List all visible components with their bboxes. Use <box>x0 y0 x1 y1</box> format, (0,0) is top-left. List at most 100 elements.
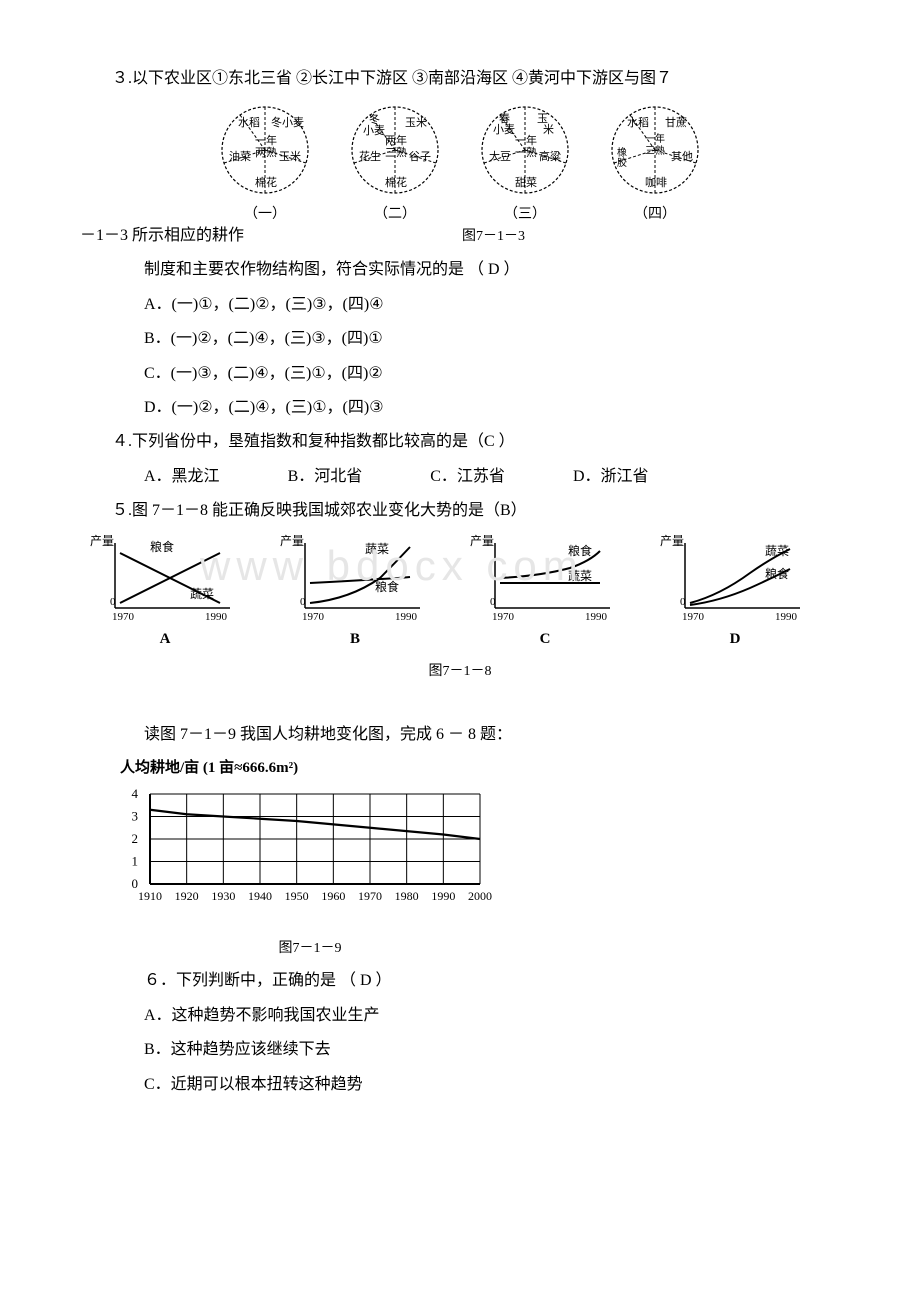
svg-text:2000: 2000 <box>468 889 492 903</box>
svg-text:一年: 一年 <box>515 133 537 147</box>
line-chart-svg: 0123419101920193019401950196019701980199… <box>120 784 520 924</box>
svg-text:蔬菜: 蔬菜 <box>190 587 214 601</box>
svg-text:麦: 麦 <box>504 123 515 136</box>
pie-2-svg: 冬 小 麦 玉米 花生 谷子 棉花 两年 三熟 <box>345 100 445 200</box>
q6-intro: 读图 7－1－9 我国人均耕地变化图，完成 6 － 8 题： <box>80 720 840 750</box>
q5-stem: ５.图 7－1－8 能正确反映我国城郊农业变化大势的是（B） <box>80 496 840 526</box>
svg-text:甘蔗: 甘蔗 <box>665 116 687 129</box>
svg-text:3: 3 <box>132 809 139 824</box>
svg-text:谷子: 谷子 <box>409 150 431 163</box>
trend-c: 产量 粮食 蔬菜 0 1970 1990 C <box>470 533 620 654</box>
svg-text:0: 0 <box>110 596 116 608</box>
svg-text:0: 0 <box>680 596 686 608</box>
svg-text:1990: 1990 <box>205 611 228 623</box>
svg-text:0: 0 <box>300 596 306 608</box>
svg-text:其他: 其他 <box>671 150 693 163</box>
svg-text:粮食: 粮食 <box>765 566 789 581</box>
svg-text:两年: 两年 <box>385 133 407 147</box>
svg-text:冬小麦: 冬小麦 <box>271 115 304 129</box>
svg-text:1990: 1990 <box>585 611 608 623</box>
q4-stem: ４.下列省份中，垦殖指数和复种指数都比较高的是（C ） <box>80 427 840 457</box>
svg-text:1990: 1990 <box>431 889 455 903</box>
svg-text:水稻: 水稻 <box>627 116 649 129</box>
svg-text:1970: 1970 <box>112 611 135 623</box>
q6-option-b: B．这种趋势应该继续下去 <box>80 1035 840 1065</box>
svg-text:1960: 1960 <box>321 889 345 903</box>
svg-text:玉米: 玉米 <box>279 150 301 163</box>
q3-stem-a: ３.以下农业区①东北三省 ②长江中下游区 ③南部沿海区 ④黄河中下游区与图７ <box>80 64 840 94</box>
svg-text:棉花: 棉花 <box>255 175 277 189</box>
q3-stem-b: －1－3 所示相应的耕作 图7－1－3 <box>80 221 840 251</box>
svg-text:1920: 1920 <box>175 889 199 903</box>
figure-7-1-9: 人均耕地/亩 (1 亩≈666.6m²) 0123419101920193019… <box>120 754 840 962</box>
svg-text:一年: 一年 <box>255 133 277 147</box>
svg-text:1980: 1980 <box>395 889 419 903</box>
trend-d: 产量 蔬菜 粮食 0 1970 1990 D <box>660 533 810 654</box>
pie-4-caption: （四） <box>634 202 676 229</box>
svg-text:棉花: 棉花 <box>385 175 407 189</box>
pie-3: 春 小 麦 玉 米 大豆 高粱 甜菜 一年 一熟 （三） <box>475 100 575 229</box>
q3-option-a: A．(一)①，(二)②，(三)③，(四)④ <box>80 290 840 320</box>
svg-text:咖啡: 咖啡 <box>645 175 667 189</box>
trend-d-svg: 产量 蔬菜 粮食 0 1970 1990 <box>660 533 810 623</box>
svg-text:玉米: 玉米 <box>405 116 427 129</box>
trend-a-caption: A <box>160 625 171 654</box>
svg-text:大豆: 大豆 <box>489 149 511 163</box>
q3-option-b: B．(一)②，(二)④，(三)③，(四)① <box>80 324 840 354</box>
svg-text:小: 小 <box>493 123 504 136</box>
svg-text:油菜: 油菜 <box>229 149 251 163</box>
trend-a: 产量 粮食 蔬菜 0 1970 1990 A <box>90 533 240 654</box>
trend-b: 产量 蔬菜 粮食 0 1970 1990 B <box>280 533 430 654</box>
q3-option-c: C．(一)③，(二)④，(三)①，(四)② <box>80 359 840 389</box>
figure-7-1-3: 水稻 冬小麦 油菜 玉米 棉花 一年 两熟 （一） 冬 小 麦 玉米 <box>80 100 840 229</box>
svg-text:1940: 1940 <box>248 889 272 903</box>
svg-text:1970: 1970 <box>358 889 382 903</box>
q6-option-c: C．近期可以根本扭转这种趋势 <box>80 1070 840 1100</box>
svg-text:小: 小 <box>363 124 374 137</box>
svg-text:1970: 1970 <box>302 611 325 623</box>
svg-text:粮食: 粮食 <box>568 543 592 558</box>
svg-text:粮食: 粮食 <box>150 539 174 554</box>
svg-text:1970: 1970 <box>492 611 515 623</box>
q3-option-d: D．(一)②，(二)④，(三)①，(四)③ <box>80 393 840 423</box>
svg-text:一熟: 一熟 <box>515 145 537 159</box>
svg-text:1990: 1990 <box>395 611 418 623</box>
svg-text:产量: 产量 <box>470 534 494 548</box>
trend-c-svg: 产量 粮食 蔬菜 0 1970 1990 <box>470 533 620 623</box>
svg-text:三熟: 三熟 <box>645 144 665 157</box>
pie-2: 冬 小 麦 玉米 花生 谷子 棉花 两年 三熟 （二） <box>345 100 445 229</box>
figure-7-1-3-caption: 图7－1－3 <box>462 229 525 244</box>
svg-text:蔬菜: 蔬菜 <box>568 569 592 583</box>
q3-stem-c: 制度和主要农作物结构图，符合实际情况的是 （ D ） <box>80 255 840 285</box>
trend-d-caption: D <box>730 625 741 654</box>
trend-b-caption: B <box>350 625 360 654</box>
trend-c-caption: C <box>540 625 551 654</box>
line-chart-title: 人均耕地/亩 (1 亩≈666.6m²) <box>120 754 840 783</box>
svg-text:一年: 一年 <box>645 132 665 145</box>
svg-text:花生: 花生 <box>359 149 381 163</box>
svg-text:水稻: 水稻 <box>238 116 260 129</box>
svg-text:甜菜: 甜菜 <box>515 176 537 189</box>
svg-text:1990: 1990 <box>775 611 798 623</box>
pie-1-svg: 水稻 冬小麦 油菜 玉米 棉花 一年 两熟 <box>215 100 315 200</box>
svg-text:产量: 产量 <box>280 534 304 548</box>
svg-text:2: 2 <box>132 831 139 846</box>
q6-option-a: A．这种趋势不影响我国农业生产 <box>80 1001 840 1031</box>
svg-text:冬: 冬 <box>369 112 380 126</box>
pie-1: 水稻 冬小麦 油菜 玉米 棉花 一年 两熟 （一） <box>215 100 315 229</box>
pie-4: 水稻 甘蔗 橡 胶 其他 咖啡 一年 三熟 （四） <box>605 100 705 229</box>
svg-text:粮食: 粮食 <box>375 579 399 594</box>
trend-a-svg: 产量 粮食 蔬菜 0 1970 1990 <box>90 533 240 623</box>
svg-text:1930: 1930 <box>211 889 235 903</box>
svg-text:1: 1 <box>132 854 139 869</box>
q4-options: A．黑龙江 B．河北省 C．江苏省 D．浙江省 <box>80 462 840 492</box>
svg-text:胶: 胶 <box>617 156 627 169</box>
svg-text:1910: 1910 <box>138 889 162 903</box>
svg-text:米: 米 <box>543 123 554 136</box>
q6-stem: ６．下列判断中，正确的是 （ D ） <box>80 966 840 996</box>
q4-option-a: A．黑龙江 <box>144 462 220 492</box>
svg-text:产量: 产量 <box>660 534 684 548</box>
trend-b-svg: 产量 蔬菜 粮食 0 1970 1990 <box>280 533 430 623</box>
pie-4-svg: 水稻 甘蔗 橡 胶 其他 咖啡 一年 三熟 <box>605 100 705 200</box>
pie-3-svg: 春 小 麦 玉 米 大豆 高粱 甜菜 一年 一熟 <box>475 100 575 200</box>
